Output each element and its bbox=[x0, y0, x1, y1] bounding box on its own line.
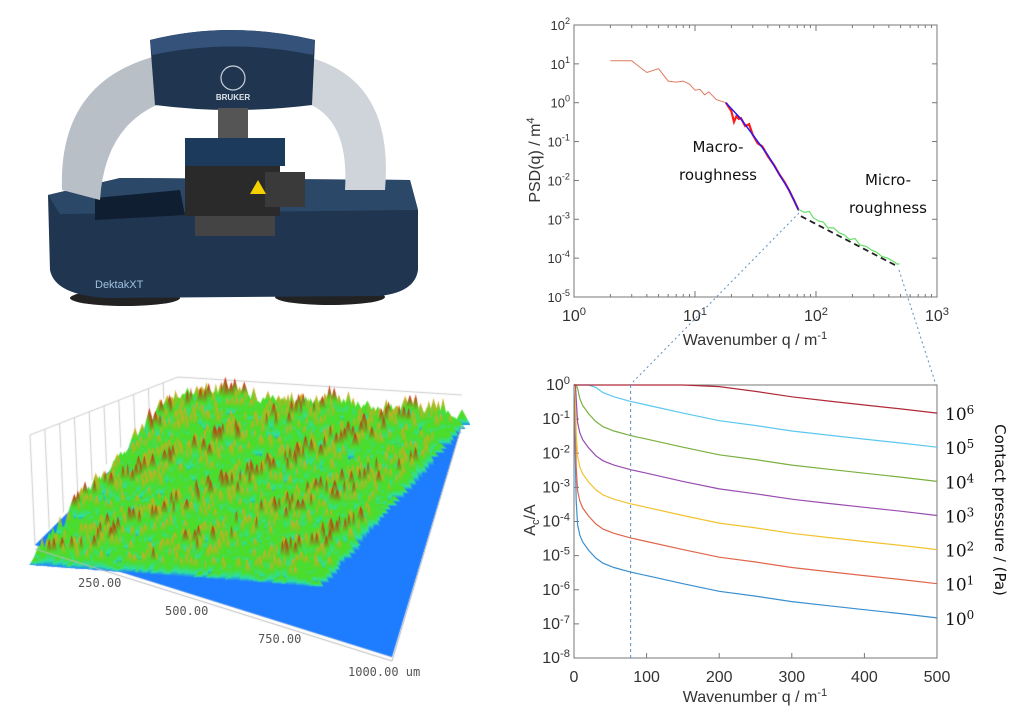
series-macro-roughness-fit bbox=[725, 102, 800, 211]
brand-logo: BRUKER bbox=[216, 93, 250, 102]
x-tick-label: 0 bbox=[570, 669, 579, 686]
y-axis-label: Ac/A bbox=[522, 504, 542, 536]
y-tick-label: 100 bbox=[550, 94, 570, 111]
y-tick-label: 10-1 bbox=[547, 133, 570, 150]
y-tick-label: 100 bbox=[546, 375, 570, 394]
x-tick-label: 200 bbox=[706, 669, 733, 686]
annotation-macro: Macro- bbox=[692, 138, 743, 156]
surface-axis-label-250: 250.00 bbox=[78, 576, 122, 590]
y-tick-label: 102 bbox=[550, 16, 570, 33]
pressure-tick-label: 106 bbox=[945, 403, 974, 425]
y-tick-label: 10-4 bbox=[542, 512, 570, 531]
surface-axis-label-1000: 1000.00 um bbox=[348, 665, 421, 679]
y2-axis-label: Contact pressure / (Pa) bbox=[991, 424, 1009, 596]
x-tick-label: 103 bbox=[925, 306, 949, 325]
annotation-macro: roughness bbox=[679, 166, 757, 184]
model-label: DektakXT bbox=[95, 279, 144, 291]
y-tick-label: 10-3 bbox=[542, 477, 570, 496]
surface-axis-label-750: 750.00 bbox=[258, 632, 302, 646]
pressure-tick-label: 103 bbox=[945, 505, 974, 527]
x-tick-label: 101 bbox=[683, 306, 707, 325]
y-tick-label: 10-2 bbox=[547, 171, 570, 188]
y-tick-label: 10-1 bbox=[542, 409, 570, 428]
x-axis-label: Wavenumber q / m-1 bbox=[683, 687, 828, 706]
y-tick-label: 10-3 bbox=[547, 210, 570, 227]
pressure-tick-label: 104 bbox=[945, 471, 974, 493]
x-tick-label: 102 bbox=[804, 306, 828, 325]
contact-area-chart: 0 100 200 300 400 500 100 10-1 10-2 10-3 10-4 10-5 1… bbox=[522, 375, 1009, 706]
y-tick-label: 10-2 bbox=[542, 443, 570, 462]
pressure-tick-label: 100 bbox=[945, 608, 974, 630]
pressure-tick-label: 101 bbox=[945, 574, 974, 596]
y-tick-label: 10-4 bbox=[547, 249, 570, 266]
connector-right bbox=[898, 269, 937, 386]
y-tick-label: 10-5 bbox=[547, 288, 570, 305]
annotation-micro: roughness bbox=[849, 199, 927, 217]
connector-left bbox=[629, 212, 800, 386]
y-tick-label: 10-7 bbox=[542, 614, 570, 633]
y-tick-label: 10-5 bbox=[542, 546, 570, 565]
series-psd-full bbox=[610, 60, 727, 104]
pressure-tick-label: 102 bbox=[945, 540, 974, 562]
curve-100-Pa bbox=[574, 384, 938, 551]
zoom-connectors bbox=[629, 212, 937, 386]
series-micro-roughness-fit bbox=[800, 215, 899, 268]
curve-1-Pa bbox=[573, 384, 938, 619]
surface-axis-label-500: 500.00 bbox=[165, 604, 209, 618]
series-macro-roughness-data bbox=[724, 102, 800, 211]
x-tick-label: 100 bbox=[562, 306, 586, 325]
psd-plot-frame bbox=[573, 24, 938, 298]
x-axis-label: Wavenumber q / m-1 bbox=[683, 330, 828, 349]
series-micro-roughness-data bbox=[798, 208, 900, 265]
curve-10-Pa bbox=[573, 384, 938, 585]
curve-10-6-Pa bbox=[574, 384, 938, 414]
x-tick-label: 100 bbox=[633, 669, 660, 686]
x-tick-label: 300 bbox=[778, 669, 805, 686]
annotation-micro: Micro- bbox=[865, 171, 911, 189]
contact-plot-frame bbox=[573, 384, 938, 659]
psd-chart: 100 101 102 103 102 101 100 10-1 10-2 10-3 10-4 10-… bbox=[525, 16, 949, 349]
curve-1000-Pa bbox=[574, 384, 938, 517]
y-tick-label: 10-6 bbox=[542, 580, 570, 599]
x-tick-label: 400 bbox=[851, 669, 878, 686]
y-axis-label: PSD(q) / m4 bbox=[525, 117, 544, 202]
y-tick-label: 101 bbox=[550, 55, 570, 72]
pressure-tick-label: 105 bbox=[945, 437, 974, 459]
profilometer-photo: BRUKER DektakXT bbox=[48, 30, 418, 306]
curve-10-5-Pa bbox=[574, 384, 938, 448]
x-tick-label: 500 bbox=[924, 669, 951, 686]
y-tick-label: 10-8 bbox=[542, 648, 570, 667]
surface-topography-3d bbox=[0, 375, 470, 705]
curve-10-4-Pa bbox=[574, 384, 938, 482]
